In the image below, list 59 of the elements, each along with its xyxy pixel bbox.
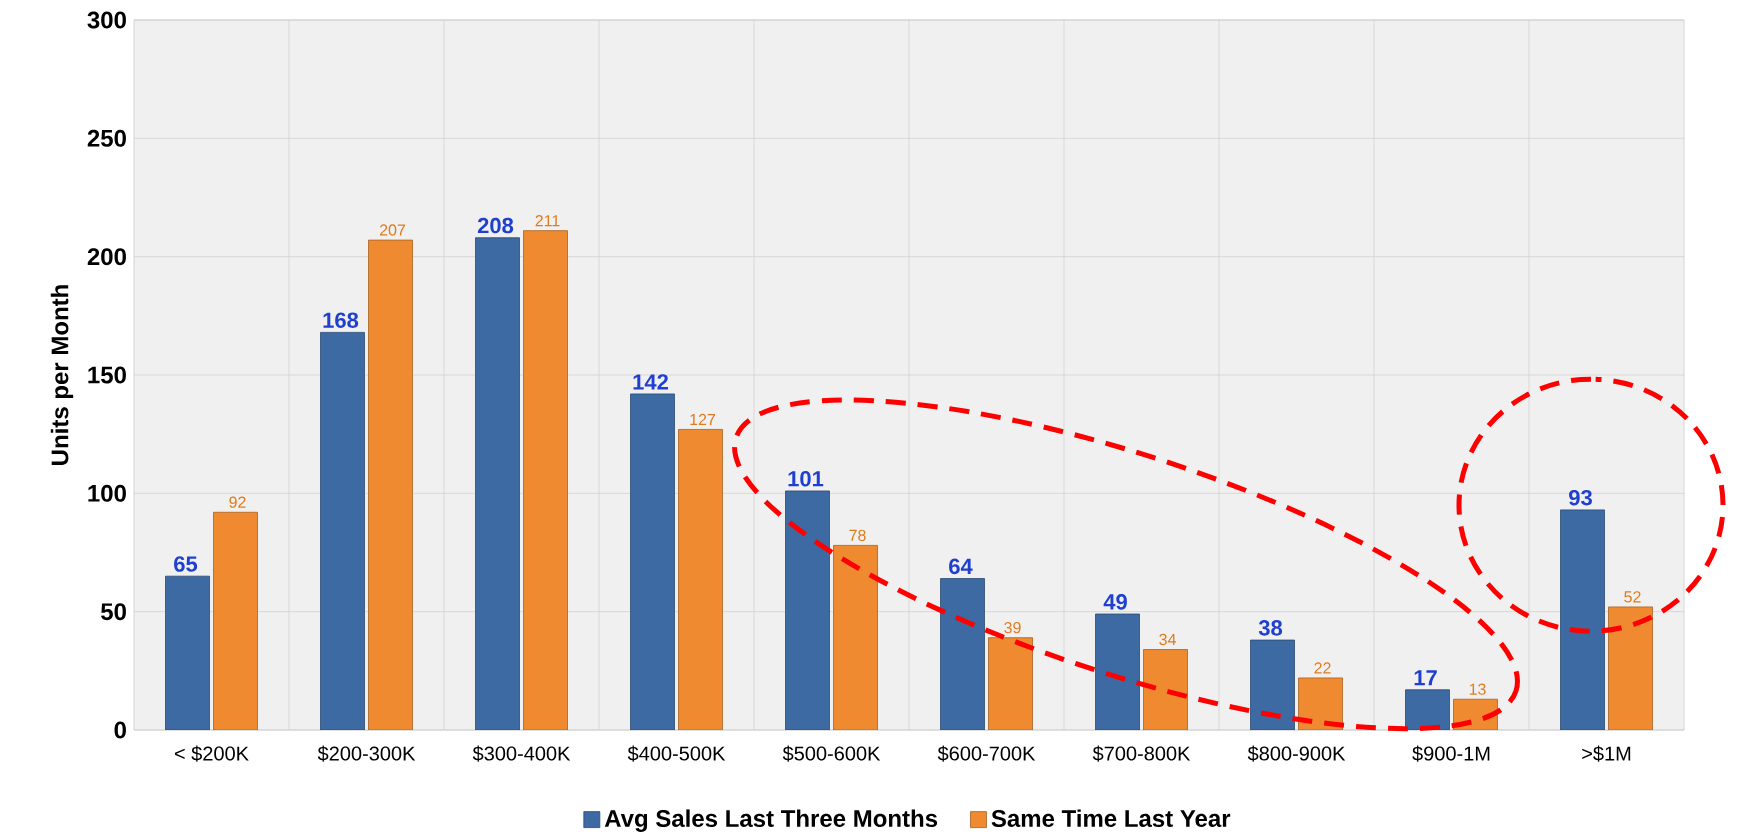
data-label: 38	[1258, 620, 1283, 636]
data-label: 52	[1624, 591, 1641, 603]
bar	[320, 332, 365, 730]
bar	[833, 545, 878, 730]
bar	[630, 393, 675, 730]
data-label: 64	[949, 558, 973, 575]
data-label: 101	[788, 471, 824, 487]
data-label: 208	[477, 217, 514, 234]
data-label: 17	[1414, 670, 1437, 686]
data-label: 127	[690, 413, 716, 426]
data-label: 39	[1004, 621, 1021, 634]
data-label: 142	[633, 374, 668, 390]
data-label: 92	[229, 496, 246, 508]
x-tick-label: $200-300K	[317, 745, 416, 762]
data-label: 211	[535, 215, 560, 227]
bar	[213, 511, 258, 730]
bar	[1405, 689, 1450, 730]
y-tick-label: 150	[88, 366, 126, 384]
x-tick-label: $600-700K	[937, 745, 1036, 762]
bar	[1095, 613, 1140, 730]
bar	[678, 429, 723, 730]
bar	[1250, 639, 1295, 730]
y-tick-label: 100	[88, 484, 126, 502]
y-tick-label: 0	[114, 721, 126, 739]
y-tick-label: 200	[87, 248, 126, 266]
data-label: 65	[174, 556, 198, 572]
bar	[1298, 677, 1343, 730]
y-axis-title: Units per Month	[50, 285, 74, 465]
bar	[165, 575, 210, 730]
bar	[1560, 509, 1605, 730]
bar	[475, 237, 520, 730]
bar	[523, 230, 568, 730]
data-label: 93	[1569, 489, 1592, 506]
data-label: 34	[1159, 633, 1176, 646]
data-label: 168	[323, 312, 359, 328]
bar	[368, 239, 413, 730]
legend-label: Avg Sales Last Three Months	[604, 809, 938, 832]
bar	[1608, 606, 1653, 730]
y-tick-label: 250	[87, 129, 126, 147]
x-tick-label: < $200K	[174, 745, 249, 762]
x-tick-label: $300-400K	[472, 745, 571, 762]
bar	[1143, 649, 1188, 730]
x-tick-label: $400-500K	[627, 745, 726, 762]
data-label: 207	[379, 224, 406, 236]
x-tick-label: $500-600K	[782, 745, 881, 762]
bar	[785, 490, 830, 730]
data-label: 22	[1314, 662, 1331, 674]
x-tick-label: $800-900K	[1247, 745, 1346, 762]
y-tick-label: 50	[100, 603, 126, 621]
y-tick-label: 300	[87, 11, 126, 29]
data-label: 49	[1103, 594, 1127, 610]
x-tick-label: $700-800K	[1092, 745, 1191, 762]
data-label: 78	[849, 529, 866, 541]
x-tick-label: >$1M	[1582, 745, 1631, 762]
bar	[940, 578, 985, 730]
bar	[988, 637, 1033, 730]
data-label: 13	[1469, 683, 1486, 695]
legend-label: Same Time Last Year	[991, 809, 1231, 828]
x-tick-label: $900-1M	[1412, 745, 1490, 762]
